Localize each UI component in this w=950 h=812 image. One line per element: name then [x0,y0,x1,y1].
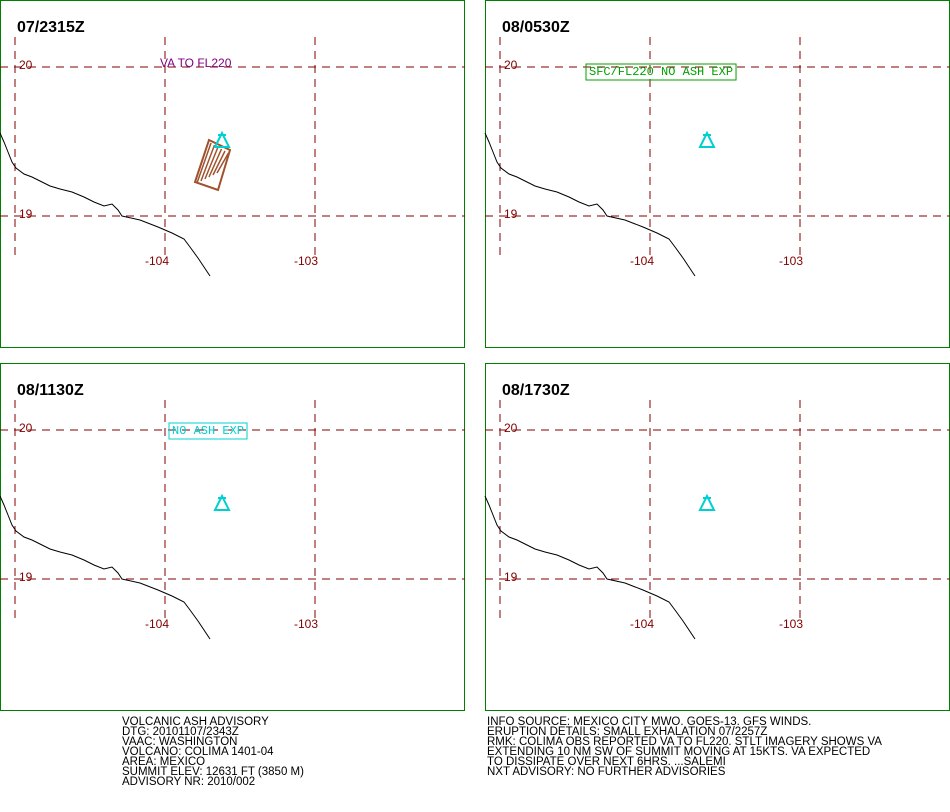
volcano-icon [213,493,231,511]
advisory-annotation: SFC/FL220 NO ASH EXP [589,65,733,79]
advisory-remarks: EXTENDING 10 NM SW OF SUMMIT MOVING AT 1… [487,746,870,758]
advisory-remarks: TO DISSIPATE OVER NEXT 6HRS. ...SALEMI [487,756,726,768]
advisory-info: SUMMIT ELEV: 12631 FT (3850 M) [122,766,304,778]
coastline [484,495,696,640]
lat-label: 19 [504,570,518,584]
valid-time: 08/1130Z [17,382,84,399]
map-panel: 08/1130Z 20 19 -104 -103 NO ASH EXP [0,363,465,711]
advisory-info: DTG: 20101107/2343Z [122,726,239,738]
annotation-box [168,422,248,440]
lat-label: 19 [19,570,33,584]
lon-label: -103 [779,254,803,268]
lon-label: -103 [294,617,318,631]
valid-time: 08/1730Z [502,382,570,399]
lon-label: -104 [145,617,169,631]
panel-border [0,363,465,711]
lat-label: 20 [504,421,518,435]
annotation-box [585,63,737,81]
panel-border [485,363,950,711]
advisory-info: VOLCANIC ASH ADVISORY [122,716,269,728]
coastline [0,495,211,640]
map-panel: 08/1730Z 20 19 -104 -103 [484,363,950,711]
coastline [484,132,696,277]
lat-label: 20 [504,58,518,72]
advisory-info: ADVISORY NR: 2010/002 [122,776,255,788]
panel-border [485,0,950,348]
lat-label: 20 [19,58,33,72]
coastline [0,132,211,277]
ash-hatch [204,146,219,180]
volcano-icon [698,130,716,148]
ash-hatch [196,142,212,184]
map-panel: 07/2315Z 20 19 -104 -103 VA TO FL220 [0,0,465,348]
advisory-info: AREA: MEXICO [122,756,205,768]
advisory-remarks: INFO SOURCE: MEXICO CITY MWO. GOES-13. G… [487,716,811,728]
advisory-annotation: VA TO FL220 [160,56,232,70]
map-panel: 08/0530Z 20 19 -104 -103 SFC/FL220 NO ASH EXP [484,0,950,348]
panel-border [0,0,465,348]
volcano-icon [698,493,716,511]
advisory-remarks: NXT ADVISORY: NO FURTHER ADVISORIES [487,766,726,778]
lon-label: -104 [630,617,654,631]
advisory-remarks: ERUPTION DETAILS: SMALL EXHALATION 07/22… [487,726,767,738]
valid-time: 07/2315Z [17,19,85,36]
ash-hatch [208,148,223,178]
volcano-icon [213,130,231,148]
lon-label: -104 [145,254,169,268]
lat-label: 20 [19,421,33,435]
lon-label: -103 [779,617,803,631]
ash-hatch [212,150,226,176]
advisory-remarks: RMK: COLIMA OBS REPORTED VA TO FL220. ST… [487,736,882,748]
valid-time: 08/0530Z [502,19,570,36]
ash-hatch [200,144,216,182]
ash-hatch [216,152,230,174]
lat-label: 19 [19,207,33,221]
advisory-info: VOLCANO: COLIMA 1401-04 [122,746,274,758]
lat-label: 19 [504,207,518,221]
lon-label: -103 [294,254,318,268]
advisory-info: VAAC: WASHINGTON [122,736,237,748]
advisory-annotation: NO ASH EXP [172,424,244,438]
lon-label: -104 [630,254,654,268]
